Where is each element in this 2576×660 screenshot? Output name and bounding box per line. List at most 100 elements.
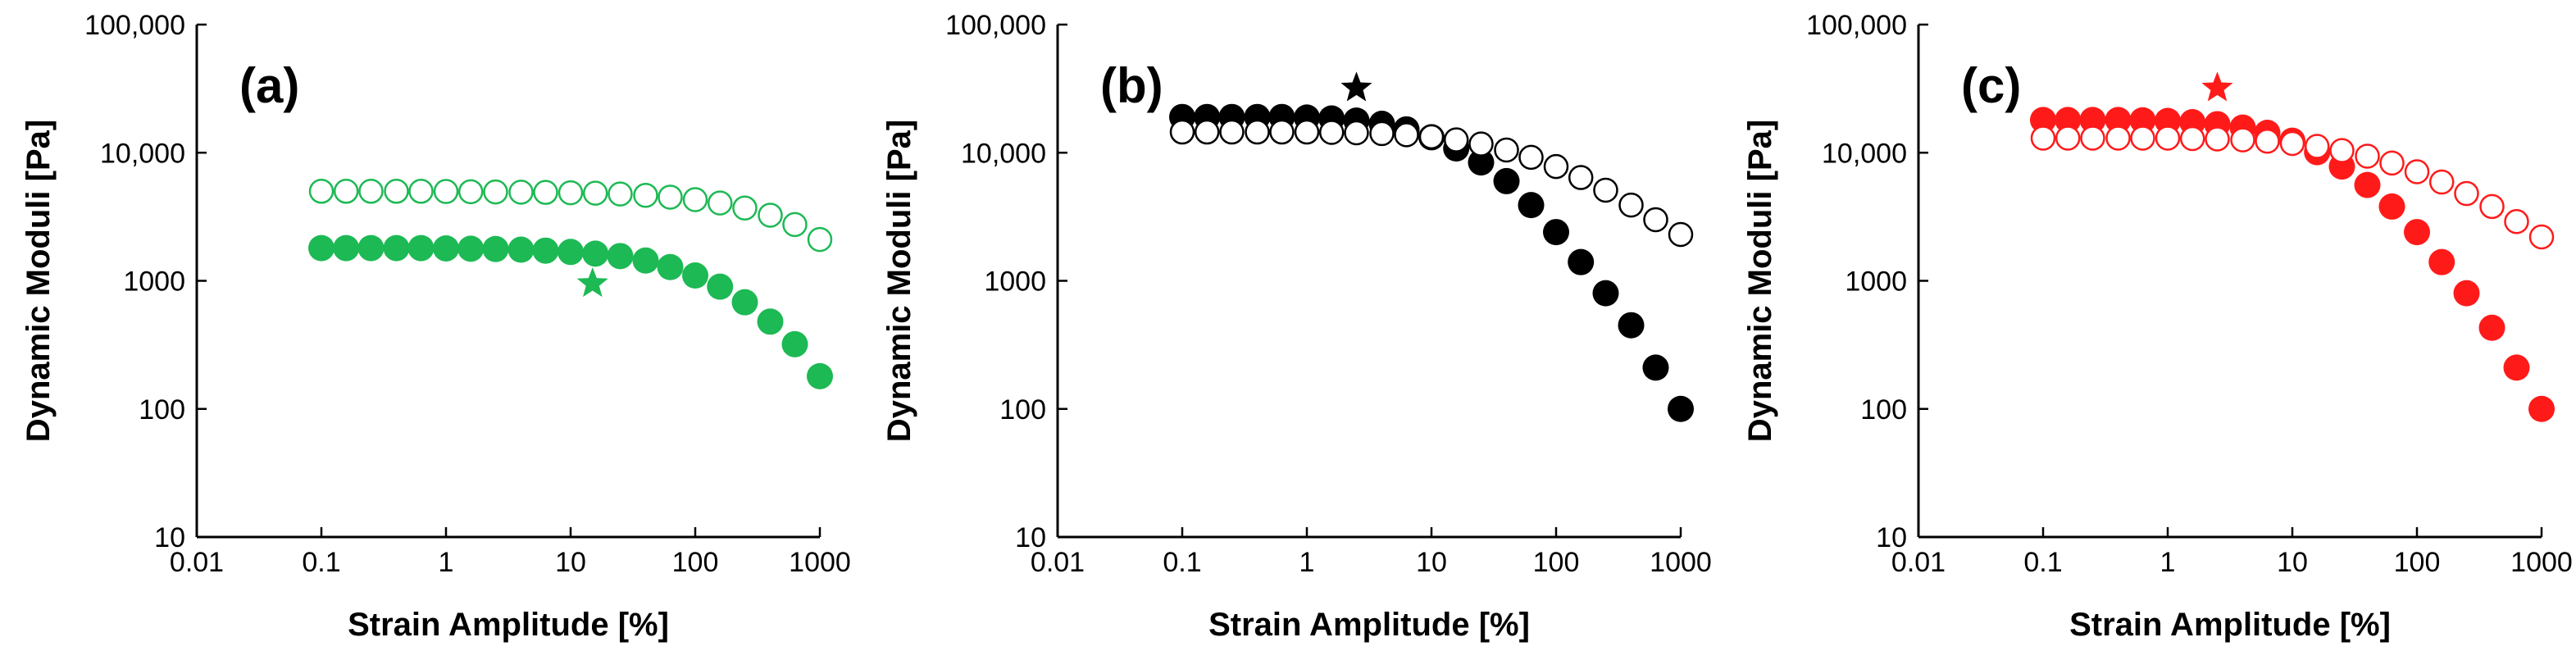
x-tick-label: 10 <box>1416 547 1447 578</box>
data-point-open <box>1318 120 1345 145</box>
y-tick-label: 10 <box>154 522 185 553</box>
x-axis-title: Strain Amplitude [%] <box>2069 607 2391 643</box>
star-marker <box>2201 71 2233 102</box>
data-point-open <box>1593 177 1618 203</box>
data-point-filled <box>1468 149 1495 176</box>
data-point-filled <box>2079 107 2106 134</box>
data-point-filled <box>2129 107 2156 134</box>
data-point-open <box>1494 137 1519 163</box>
data-point-filled <box>383 234 410 262</box>
y-tick-label: 10,000 <box>961 138 1046 169</box>
data-point-open <box>582 180 608 206</box>
data-point-open <box>2428 169 2455 195</box>
data-point-open <box>807 226 833 253</box>
data-point-open <box>2205 126 2230 152</box>
data-point-open <box>2329 138 2355 163</box>
data-point-filled <box>657 253 684 280</box>
data-point-open <box>1369 121 1395 147</box>
data-point-filled <box>632 247 659 274</box>
data-point-open <box>1468 131 1494 157</box>
data-point-filled <box>781 330 808 357</box>
data-point-open <box>2528 224 2555 250</box>
data-point-open <box>308 179 335 204</box>
data-point-open <box>533 180 558 205</box>
y-axis-title: Dynamic Moduli [Pa] <box>20 120 57 442</box>
data-point-filled <box>333 234 360 262</box>
data-point-open <box>1618 192 1644 218</box>
data-point-filled <box>2478 314 2505 341</box>
x-tick-label: 10 <box>555 547 586 578</box>
data-point-open <box>408 179 434 204</box>
data-point-open <box>2055 125 2081 151</box>
data-point-filled <box>2428 248 2455 275</box>
data-point-open <box>508 180 534 205</box>
data-point-filled <box>433 234 459 262</box>
x-tick-label: 0.1 <box>2023 547 2062 578</box>
y-axis-title: Dynamic Moduli [Pa] <box>1742 120 1778 442</box>
y-tick-label: 1000 <box>984 266 1046 298</box>
data-point-open <box>1668 221 1694 248</box>
panel-label: (c) <box>1961 58 2021 113</box>
y-tick-label: 100,000 <box>84 10 185 41</box>
data-point-open <box>2279 130 2305 157</box>
y-tick-label: 100 <box>1860 394 1907 426</box>
data-point-open <box>457 179 484 205</box>
data-point-open <box>707 190 733 216</box>
data-point-open <box>1219 119 1245 145</box>
data-point-filled <box>1493 167 1520 194</box>
x-tick-label: 10 <box>2277 547 2308 578</box>
data-point-open <box>433 179 459 204</box>
x-tick-label: 1 <box>439 547 454 578</box>
y-tick-label: 100,000 <box>1806 10 1907 41</box>
data-point-filled <box>707 273 734 300</box>
data-point-open <box>1518 144 1544 171</box>
data-point-filled <box>1518 192 1545 219</box>
data-point-filled <box>2503 354 2530 381</box>
data-point-filled <box>457 235 485 262</box>
y-tick-label: 1000 <box>123 266 185 298</box>
data-point-open <box>1245 119 1270 145</box>
x-tick-label: 1000 <box>789 547 851 578</box>
x-tick-label: 0.01 <box>1891 547 1946 578</box>
y-tick-label: 100 <box>999 394 1046 426</box>
data-point-open <box>1568 165 1594 190</box>
chart-panel-c: 10 100 1000 10,000 100,000 0.01 0.1 1 10 100 1000 S… <box>1722 0 2574 660</box>
data-point-filled <box>582 240 609 267</box>
data-point-open <box>2105 125 2131 151</box>
data-point-open <box>1394 122 1419 148</box>
data-point-open <box>608 181 633 207</box>
x-tick-label: 100 <box>1533 547 1580 578</box>
star-marker <box>1340 71 1372 102</box>
data-point-filled <box>2404 219 2430 246</box>
chart-svg-c: 10 100 1000 10,000 100,000 0.01 0.1 1 10 100 1000 S… <box>1742 10 2573 643</box>
data-point-filled <box>2528 395 2555 422</box>
data-point-filled <box>2453 280 2480 307</box>
data-point-filled <box>757 308 784 335</box>
chart-svg-b: 10 100 1000 10,000 100,000 0.01 0.1 1 10 100 1000 S… <box>881 10 1712 643</box>
data-point-filled <box>2030 107 2056 134</box>
data-point-filled <box>1668 395 1694 422</box>
x-tick-label: 100 <box>2394 547 2441 578</box>
y-tick-label: 10,000 <box>100 138 185 169</box>
data-point-filled <box>1642 354 1669 381</box>
data-point-filled <box>532 237 559 264</box>
x-tick-label: 1000 <box>2510 547 2573 578</box>
y-tick-label: 100,000 <box>945 10 1046 41</box>
y-tick-label: 10 <box>1876 522 1907 553</box>
data-point-open <box>1643 207 1668 233</box>
x-tick-label: 0.1 <box>302 547 340 578</box>
data-point-filled <box>507 236 535 263</box>
data-point-open <box>658 184 683 210</box>
data-point-filled <box>2055 107 2082 134</box>
y-tick-label: 100 <box>139 394 185 426</box>
data-point-filled <box>1592 280 1619 307</box>
data-point-open <box>2179 125 2205 152</box>
data-point-filled <box>558 239 584 266</box>
data-point-filled <box>407 234 435 262</box>
data-point-open <box>1169 119 1195 145</box>
data-point-open <box>732 195 758 221</box>
star-marker <box>576 266 608 298</box>
data-point-open <box>1344 120 1369 146</box>
data-point-open <box>758 203 783 228</box>
x-tick-label: 0.01 <box>1031 547 1085 578</box>
